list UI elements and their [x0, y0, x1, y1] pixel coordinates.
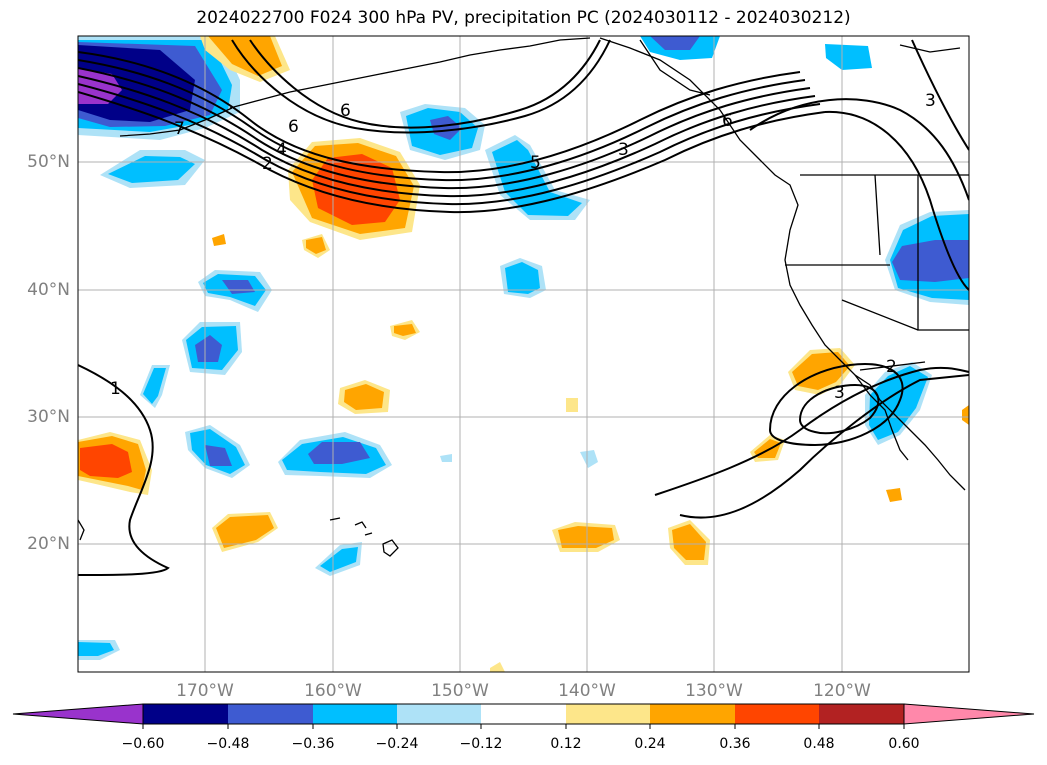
pv-contour-5 [78, 67, 811, 190]
colorbar-tick-label: −0.36 [291, 736, 335, 752]
contour-label: 6 [288, 117, 299, 137]
pv-contour-east-3b [824, 110, 969, 291]
longitude-label: 160°W [304, 681, 362, 701]
pv-contour-cutoff-inner [798, 383, 880, 435]
positive-anomaly-south-1-inner [216, 515, 274, 548]
pv-contour-6 [78, 59, 806, 182]
contour-label: 1 [110, 379, 121, 399]
positive-anomaly-southwest-core [80, 444, 132, 478]
pv-contour-7 [78, 51, 801, 174]
negative-anomaly-top-right-core [650, 36, 700, 50]
colorbar-segment [397, 704, 481, 724]
pv-contour-east-3c [911, 39, 969, 151]
colorbar-extend-right [903, 703, 1035, 725]
negative-anomaly-south-2-core [308, 442, 370, 464]
longitude-label: 120°W [813, 681, 871, 701]
map-frame [77, 35, 970, 673]
colorbar-segment [313, 704, 397, 724]
contour-label: 4 [276, 140, 287, 160]
negative-anomaly-south-3-inner [320, 547, 358, 572]
colorbar-segment [481, 704, 566, 724]
colorbar [12, 703, 1035, 729]
negative-anomaly-south-1-core [205, 445, 232, 466]
colorbar-segment [650, 704, 735, 724]
contour-label: 6 [340, 101, 351, 121]
positive-anomaly-gulf-alaska-core [312, 154, 400, 225]
longitude-label: 170°W [176, 681, 234, 701]
latitude-label: 50°N [27, 152, 70, 172]
pv-contour-4 [78, 75, 816, 198]
negative-anomaly-tiny-1 [440, 454, 452, 462]
contour-label: 3 [925, 91, 936, 111]
negative-anomaly-great-basin-core [892, 240, 969, 282]
longitude-label: 130°W [685, 681, 743, 701]
colorbar-tick-label: −0.12 [459, 736, 503, 752]
positive-anomaly-gulf [962, 405, 969, 425]
pv-contour-ridge-outer [231, 39, 611, 134]
pv-contour-ridge-6 [249, 39, 601, 129]
pv-contour-cutoff-2 [679, 374, 969, 519]
positive-anomaly-dot-1 [566, 398, 578, 412]
colorbar-tick-label: 0.36 [719, 736, 751, 752]
negative-anomaly-mid-3-inner [143, 368, 166, 404]
latitude-label: 30°N [27, 407, 70, 427]
negative-anomaly-tiny-2 [580, 450, 598, 468]
colorbar-segment [566, 704, 650, 724]
map-title: 2024022700 F024 300 hPa PV, precipitatio… [196, 8, 851, 28]
latitude-label: 40°N [27, 280, 70, 300]
positive-anomaly-mid-2-inner [344, 384, 384, 410]
positive-anomaly-tiny-3 [490, 662, 505, 672]
positive-anomaly-small-1-inner [306, 237, 326, 254]
positive-anomaly-small-east [886, 488, 902, 502]
negative-anomaly-north-pacific-core [430, 116, 462, 140]
pv-contour-cutoff-ring [768, 363, 904, 447]
colorbar-frame [142, 703, 905, 725]
negative-anomaly-mid-4-inner [505, 262, 540, 294]
contour-label: 6 [722, 111, 733, 131]
colorbar-tick-label: −0.24 [375, 736, 419, 752]
negative-anomaly-nw-canada [825, 44, 872, 70]
contour-label: 3 [834, 383, 845, 403]
pv-contour-east-3 [749, 98, 969, 201]
contour-label: 2 [262, 154, 273, 174]
positive-anomaly-mid-1-inner [394, 324, 416, 336]
contour-label: 5 [530, 153, 541, 173]
contour-labels: 7 6 4 2 6 5 3 6 3 1 2 3 [110, 91, 936, 403]
pv-contour-cutoff-outer [654, 366, 969, 496]
map-area: 7 6 4 2 6 5 3 6 3 1 2 3 [78, 36, 969, 672]
colorbar-tick-label: 0.24 [634, 736, 666, 752]
negative-anomaly-nw-tail-inner [108, 156, 195, 183]
longitude-label: 150°W [431, 681, 489, 701]
colorbar-segment [143, 704, 228, 724]
pv-contour-1-west [78, 364, 170, 576]
contour-label: 3 [618, 140, 629, 160]
colorbar-tick-label: 0.12 [550, 736, 582, 752]
coastlines [78, 37, 969, 557]
contour-label: 7 [174, 119, 185, 139]
negative-anomaly-southwest-corner-inner [78, 642, 114, 656]
latitude-label: 20°N [27, 534, 70, 554]
positive-anomaly-south-2-inner [558, 526, 614, 548]
pv-contours [78, 39, 969, 576]
graticule [78, 36, 969, 672]
longitude-label: 140°W [558, 681, 616, 701]
colorbar-segment [735, 704, 819, 724]
contour-label: 2 [886, 357, 897, 377]
colorbar-tick-label: 0.48 [803, 736, 835, 752]
colorbar-tick-label: −0.48 [206, 736, 250, 752]
pv-contour-3 [78, 83, 821, 206]
pv-contour-2 [78, 91, 826, 214]
positive-anomaly-south-3-inner [672, 524, 706, 560]
colorbar-segment [228, 704, 313, 724]
positive-anomaly-small-2 [212, 234, 226, 246]
colorbar-tick-label: −0.60 [121, 736, 165, 752]
colorbar-extend-left [12, 703, 144, 725]
positive-anomaly-top-inner [208, 36, 282, 76]
colorbar-tick-label: 0.60 [888, 736, 920, 752]
colorbar-segment [819, 704, 904, 724]
negative-anomaly-mid-2-core [195, 335, 222, 362]
